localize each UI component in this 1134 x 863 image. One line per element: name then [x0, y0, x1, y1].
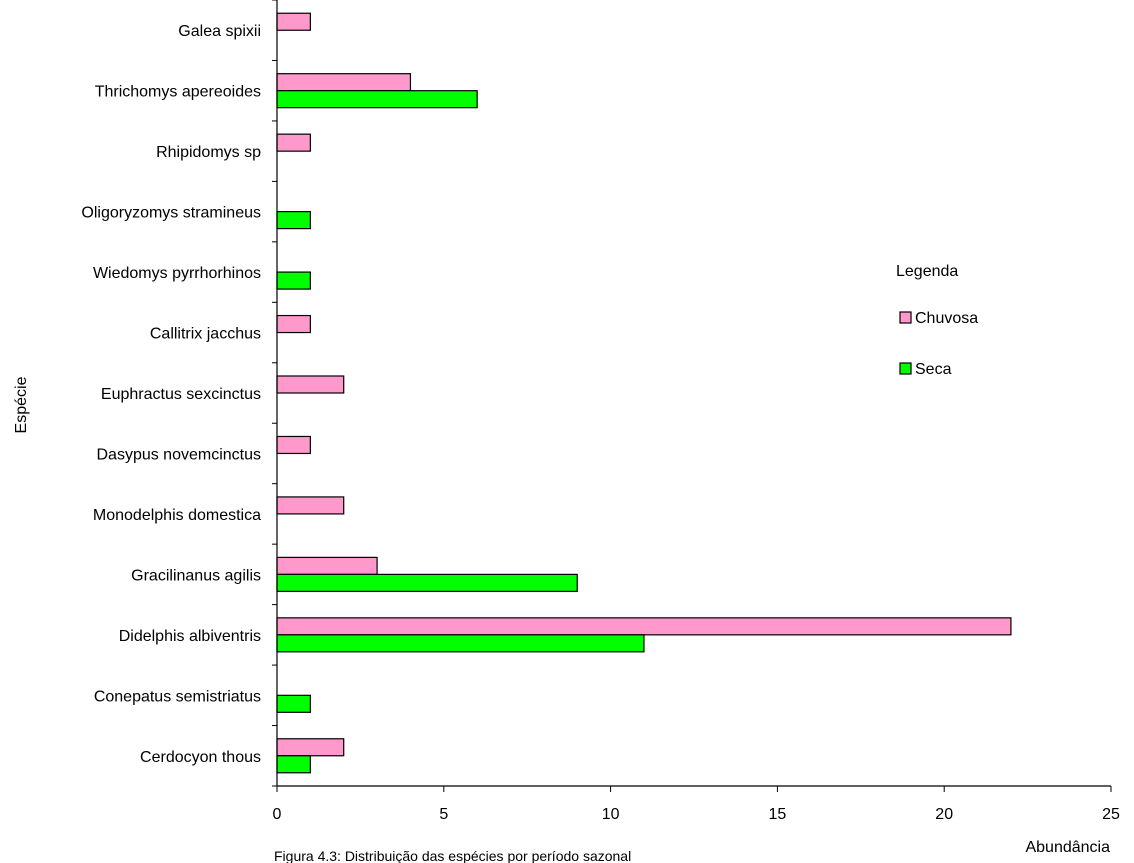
bar-seca [276, 634, 645, 653]
legend-swatch-seca [899, 362, 912, 375]
bar-chuvosa [276, 73, 412, 92]
legend: Legenda Chuvosa Seca [896, 263, 978, 378]
legend-title: Legenda [896, 263, 958, 280]
category-labels: Galea spixii Thrichomys apereoides Rhipido… [81, 23, 261, 766]
bar-chuvosa [276, 375, 345, 394]
x-tick-label: 15 [769, 806, 787, 823]
bar-seca [276, 211, 311, 230]
bar-chuvosa [276, 738, 345, 757]
legend-label-seca: Seca [915, 361, 952, 378]
bar-chuvosa [276, 435, 311, 455]
legend-label-chuvosa: Chuvosa [915, 310, 978, 327]
bar-chuvosa [276, 556, 378, 575]
x-tick-label: 0 [273, 806, 282, 823]
figure-caption: Figura 4.3: Distribuição das espécies po… [274, 848, 631, 863]
x-tick-label: 25 [1102, 806, 1120, 823]
bar-chuvosa [276, 12, 311, 31]
category-label: Cerdocyon thous [140, 749, 261, 766]
y-axis-title: Espécie [13, 376, 30, 433]
bar-seca [276, 573, 578, 592]
bar-seca [276, 755, 311, 774]
bar-seca [276, 271, 311, 290]
category-label: Euphractus sexcinctus [101, 386, 261, 403]
bar-seca [276, 694, 311, 713]
x-axis-title: Abundância [1025, 839, 1110, 856]
category-label: Oligoryzomys stramineus [81, 205, 261, 222]
bar-chuvosa [276, 133, 311, 152]
category-label: Callitrix jacchus [150, 326, 261, 343]
category-label: Didelphis albiventris [119, 628, 261, 645]
x-tick-label: 20 [935, 806, 953, 823]
x-tick-label: 10 [602, 806, 620, 823]
category-label: Rhipidomys sp [156, 144, 261, 161]
category-label: Galea spixii [178, 23, 261, 40]
category-label: Thrichomys apereoides [95, 84, 261, 101]
category-label: Gracilinanus agilis [131, 567, 261, 584]
plot-area [272, 0, 1111, 787]
bar-chuvosa [276, 496, 345, 515]
bar-seca [276, 90, 478, 109]
legend-swatch-chuvosa [899, 311, 912, 324]
x-tick-label: 5 [439, 806, 448, 823]
category-label: Wiedomys pyrrhorhinos [93, 265, 261, 282]
category-label: Conepatus semistriatus [94, 688, 261, 705]
x-axis-ticks: 0 5 10 15 20 25 [273, 786, 1120, 823]
category-label: Dasypus novemcinctus [96, 446, 261, 463]
category-label: Monodelphis domestica [93, 507, 261, 524]
bar-chuvosa [276, 314, 311, 334]
bar-chuvosa [276, 617, 1012, 636]
